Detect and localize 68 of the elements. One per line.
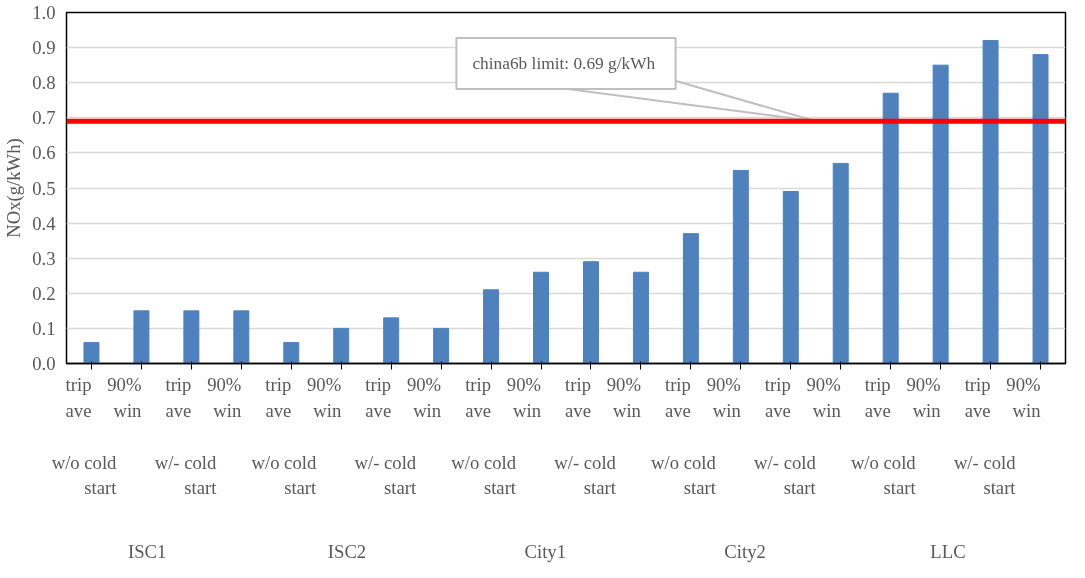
x-tick-label: trip ave [265,374,292,421]
bar [83,341,100,364]
bar [133,310,150,364]
x-tick-label: trip ave [565,374,591,421]
y-tick-label: 0.7 [32,107,56,129]
x-tick-label: trip ave [165,374,192,421]
text: w/o cold start [850,451,917,498]
x-tick-label: 90% win [406,374,442,421]
y-tick-label: 0.0 [32,353,56,374]
y-tick-label: 0.2 [32,282,56,304]
y-tick-label: 0.6 [32,142,56,164]
text: w/- cold start [754,451,817,498]
y-axis-title: NOx(g/kWh) [3,138,26,238]
y-tick-label: 0.1 [32,317,56,339]
x-tick-label: 90% win [706,374,742,421]
bar [1032,54,1049,364]
x-tick-label: trip ave [764,374,791,421]
text: ISC1 [128,541,167,563]
x-tick-label: 90% win [806,374,842,421]
y-tick-label: 0.3 [32,247,56,269]
x-tick-label: trip ave [65,374,92,421]
text: w/- cold start [554,451,617,498]
bar [682,233,699,364]
bar [732,169,749,364]
bar [383,317,400,364]
text: LLC [930,541,966,563]
bar [882,92,899,364]
x-tick-label: 90% win [906,374,942,421]
ref-line-label: china6b limit: 0.69 g/kWh [472,53,656,73]
y-tick-label: 0.5 [32,177,56,199]
x-tick-label: 90% win [307,374,342,421]
y-tick-label: 0.4 [32,212,57,234]
bar [433,327,450,364]
bar [483,289,500,364]
text: w/o cold start [651,451,717,498]
text: w/o cold start [51,451,118,498]
text: City1 [524,541,566,563]
x-tick-label: 90% win [207,374,242,421]
bar [782,191,799,364]
x-tick-label: trip ave [664,374,691,421]
x-tick-label: 90% win [107,374,143,421]
x-tick-label: 90% win [606,374,642,421]
x-tick-label: trip ave [864,374,891,421]
bar [333,327,350,364]
x-tick-label: trip ave [365,374,392,421]
text: ISC2 [327,541,367,563]
bar [283,341,300,364]
text: w/- cold start [354,451,417,498]
text: w/- cold start [154,451,218,498]
bar [233,310,250,364]
text: w/o cold start [251,451,318,498]
bar [632,271,649,364]
y-tick-label: 1.0 [32,2,56,23]
x-tick-label: trip ave [964,374,991,421]
x-tick-label: trip ave [465,374,492,421]
bar [832,162,849,364]
bar [183,310,200,364]
y-tick-label: 0.9 [32,37,56,59]
text: w/- cold start [953,451,1017,498]
y-tick-label: 0.8 [32,72,56,94]
bar [582,261,599,364]
bar [932,64,949,364]
x-tick-label: 90% win [1006,374,1042,421]
bar [533,271,550,364]
text: w/o cold start [451,451,517,498]
bar [982,40,999,364]
text: City2 [724,541,766,563]
x-tick-label: 90% win [506,374,542,421]
